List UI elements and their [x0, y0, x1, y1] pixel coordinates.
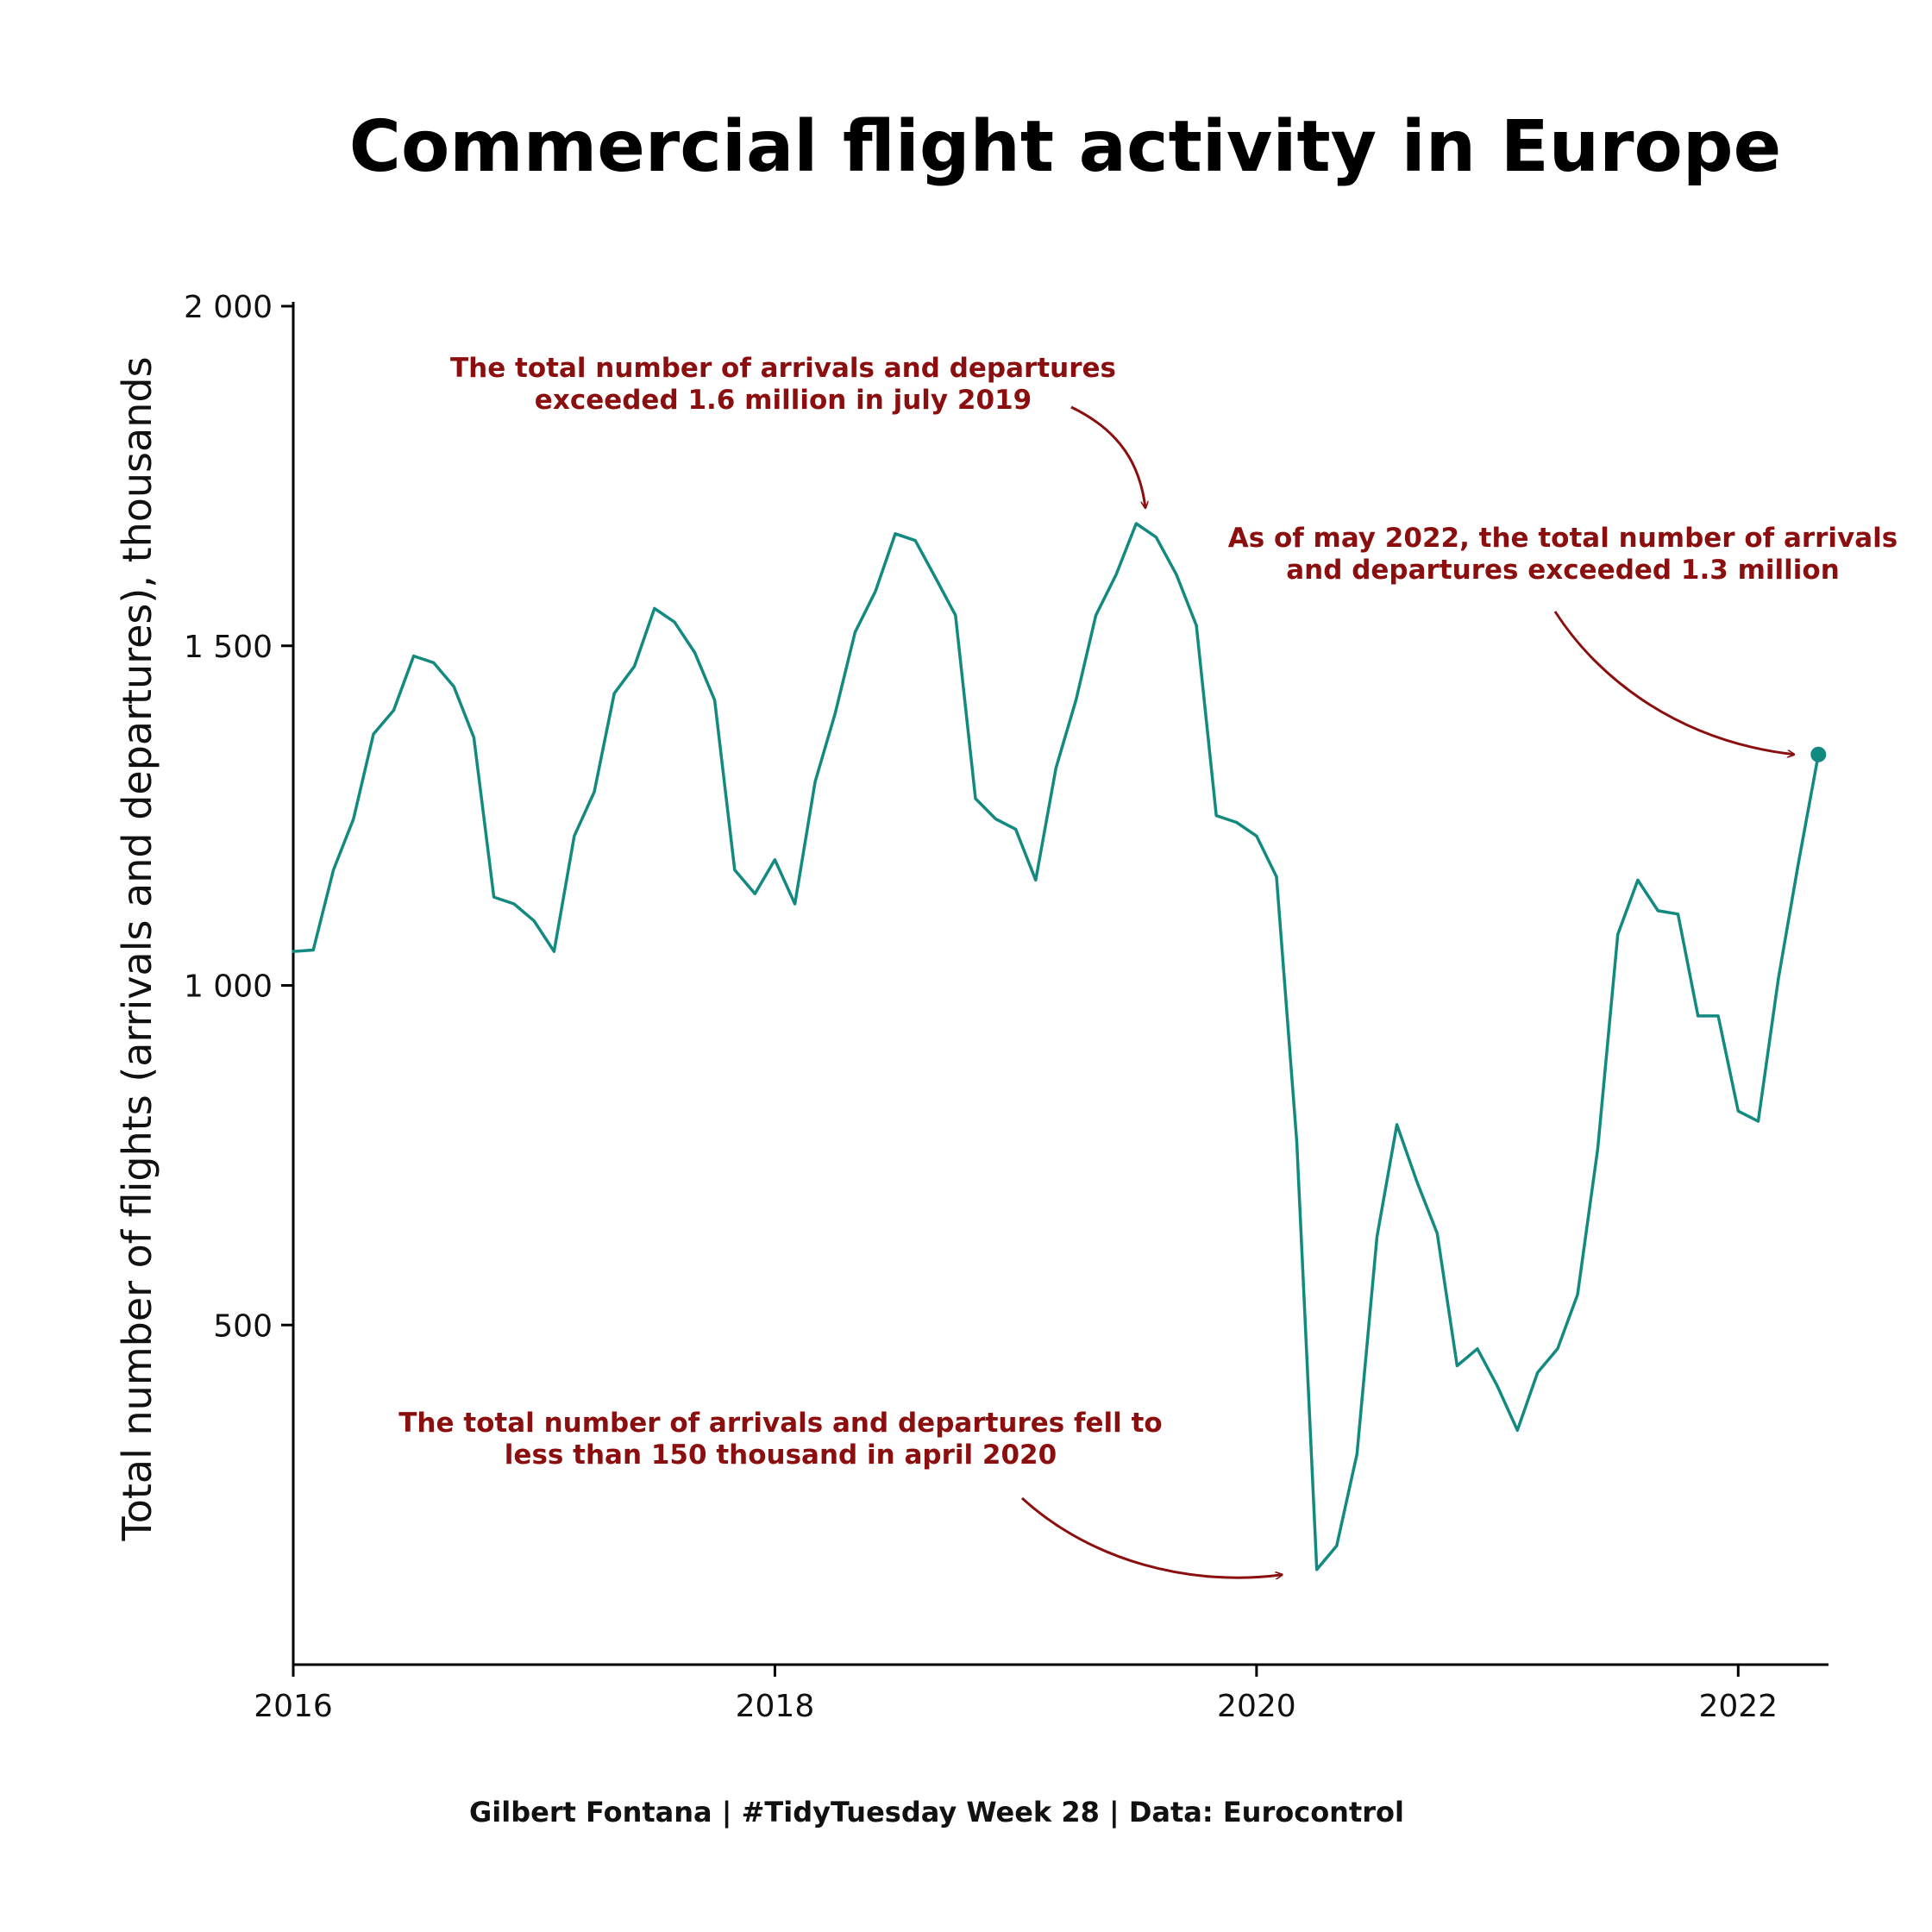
y-tick-label: 2 000: [184, 290, 273, 325]
annotation-arrow: [1020, 1496, 1283, 1578]
caption: Gilbert Fontana | #TidyTuesday Week 28 |…: [469, 1796, 1404, 1829]
annotation-1: The total number of arrivals and departu…: [450, 353, 1145, 508]
x-tick-label: 2020: [1217, 1689, 1296, 1724]
annotation-text-line: The total number of arrivals and departu…: [398, 1408, 1162, 1439]
y-tick-label: 1 500: [184, 630, 273, 665]
x-tick-label: 2018: [736, 1689, 815, 1724]
x-axis-ticks: 2016 2018 2020 2022: [254, 1665, 1778, 1724]
y-axis-ticks: 500 1 000 1 500 2 000: [184, 290, 293, 1344]
annotation-3: The total number of arrivals and departu…: [398, 1408, 1282, 1578]
endpoint-marker: [1810, 746, 1827, 762]
annotation-text-line: As of may 2022, the total number of arri…: [1228, 523, 1898, 554]
y-tick-label: 1 000: [184, 969, 273, 1005]
annotation-text-line: and departures exceeded 1.3 million: [1286, 555, 1840, 586]
annotation-text-line: exceeded 1.6 million in july 2019: [535, 385, 1032, 416]
x-tick-label: 2022: [1698, 1689, 1778, 1724]
annotation-text-line: The total number of arrivals and departu…: [450, 353, 1116, 384]
x-tick-label: 2016: [254, 1689, 333, 1724]
y-axis-title: Total number of flights (arrivals and de…: [114, 356, 160, 1541]
annotation-arrow: [1070, 405, 1145, 508]
chart-title: Commercial flight activity in Europe: [349, 106, 1781, 188]
annotation-arrow: [1553, 611, 1794, 755]
annotations: The total number of arrivals and departu…: [398, 353, 1898, 1578]
series-line-total-flights: [292, 522, 1821, 1571]
annotation-text-line: less than 150 thousand in april 2020: [505, 1440, 1057, 1471]
annotation-2: As of may 2022, the total number of arri…: [1228, 523, 1898, 755]
y-tick-label: 500: [213, 1308, 273, 1344]
